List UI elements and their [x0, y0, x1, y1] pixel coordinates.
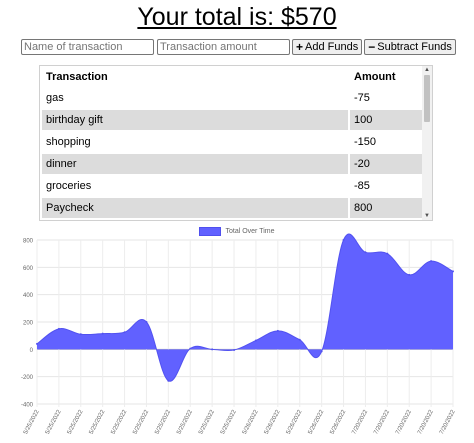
data-point [123, 331, 126, 334]
x-tick-label: 5/26/2022 [242, 409, 260, 436]
data-point [320, 350, 323, 353]
data-point [167, 379, 170, 382]
transaction-name: birthday gift [42, 110, 348, 130]
transactions-table: Transaction Amount gas -75 birthday gift 1… [40, 66, 424, 220]
transaction-name: Paycheck [42, 198, 348, 218]
data-point [430, 260, 433, 263]
x-tick-label: 5/26/2022 [308, 409, 326, 436]
table-row: birthday gift 100 [42, 110, 422, 130]
table-row: dinner -20 [42, 154, 422, 174]
transaction-amount-input[interactable] [157, 39, 290, 55]
data-point [276, 329, 279, 332]
data-point [145, 321, 148, 323]
x-tick-label: 7/20/2022 [373, 409, 391, 436]
y-tick-label: -200 [21, 375, 34, 381]
scroll-down-arrow-icon[interactable]: ▼ [424, 213, 430, 219]
transaction-name: shopping [46, 136, 91, 148]
data-point [211, 348, 214, 351]
x-tick-label: 7/20/2022 [395, 409, 413, 436]
chart-x-axis: 5/25/2022 5/25/2022 5/25/2022 5/25/2022 5/25… [23, 409, 457, 436]
x-tick-label: 5/26/2022 [329, 409, 347, 436]
scrollbar-thumb[interactable] [424, 75, 430, 122]
table-row: gas -75 [42, 88, 422, 108]
transaction-form: + Add Funds − Subtract Funds [21, 39, 456, 55]
y-tick-label: 200 [23, 321, 34, 327]
data-point [233, 349, 236, 352]
transaction-name-input[interactable] [21, 39, 154, 55]
transaction-amount: 100 [350, 110, 422, 130]
total-heading: Your total is: $570 [137, 3, 337, 31]
data-point [36, 342, 38, 345]
y-tick-label: 800 [23, 239, 34, 245]
header-transaction: Transaction [46, 71, 108, 83]
header-amount: Amount [354, 71, 396, 83]
y-tick-label: -400 [21, 403, 34, 409]
data-point [298, 338, 301, 341]
table-row: groceries -85 [42, 176, 422, 196]
data-point [189, 347, 192, 350]
chart-area-layer [36, 233, 454, 382]
data-point [79, 333, 82, 336]
x-tick-label: 5/25/2022 [67, 409, 85, 436]
x-tick-label: 5/25/2022 [111, 409, 129, 436]
data-point [254, 339, 257, 342]
table-header-row: Transaction Amount [42, 68, 422, 86]
y-tick-label: 400 [23, 293, 34, 299]
add-funds-button[interactable]: + Add Funds [292, 39, 363, 55]
data-point [408, 273, 411, 276]
data-point [57, 327, 60, 330]
data-point [364, 251, 367, 254]
scroll-up-arrow-icon[interactable]: ▲ [424, 67, 430, 73]
transaction-amount: -20 [350, 154, 422, 174]
transaction-name: groceries [46, 180, 92, 192]
x-tick-label: 5/25/2022 [154, 409, 172, 436]
x-tick-label: 7/20/2022 [439, 409, 457, 436]
plus-icon: + [296, 40, 304, 54]
area-fill [37, 234, 453, 382]
data-point [101, 332, 104, 335]
table-row: Paycheck 800 [42, 198, 422, 218]
y-tick-label: 600 [23, 266, 34, 272]
transactions-table-container[interactable]: Transaction Amount gas -75 birthday gift 1… [39, 65, 433, 221]
x-tick-label: 5/25/2022 [23, 409, 41, 436]
x-tick-label: 5/25/2022 [220, 409, 238, 436]
transaction-amount: -75 [354, 92, 370, 104]
transaction-amount: -150 [354, 136, 377, 148]
x-tick-label: 5/25/2022 [89, 409, 107, 436]
transaction-name: gas [46, 92, 64, 104]
table-scrollbar[interactable]: ▲ ▼ [422, 66, 432, 220]
minus-icon: − [368, 40, 376, 54]
series-line [36, 233, 454, 382]
transaction-amount: 800 [350, 198, 422, 218]
x-tick-label: 5/25/2022 [132, 409, 150, 436]
x-tick-label: 7/20/2022 [417, 409, 435, 436]
subtract-funds-button[interactable]: − Subtract Funds [364, 39, 456, 55]
x-tick-label: 5/25/2022 [198, 409, 216, 436]
y-tick-label: 0 [30, 348, 34, 354]
data-point [342, 239, 345, 241]
legend-swatch [199, 227, 222, 236]
add-funds-label: Add Funds [305, 41, 359, 53]
transaction-amount: -85 [354, 180, 370, 192]
data-point [452, 270, 454, 273]
chart-y-axis: -400 -200 0 200 400 600 800 [21, 239, 34, 409]
chart-legend[interactable]: Total Over Time [0, 227, 474, 236]
table-row: shopping -150 [42, 132, 422, 152]
subtract-funds-label: Subtract Funds [377, 41, 452, 53]
x-tick-label: 5/26/2022 [286, 409, 304, 436]
x-tick-label: 7/20/2022 [351, 409, 369, 436]
transaction-name: dinner [42, 154, 348, 174]
x-tick-label: 5/25/2022 [176, 409, 194, 436]
data-point [386, 252, 389, 255]
legend-label: Total Over Time [225, 228, 275, 235]
x-tick-label: 5/25/2022 [45, 409, 63, 436]
x-tick-label: 5/26/2022 [264, 409, 282, 436]
